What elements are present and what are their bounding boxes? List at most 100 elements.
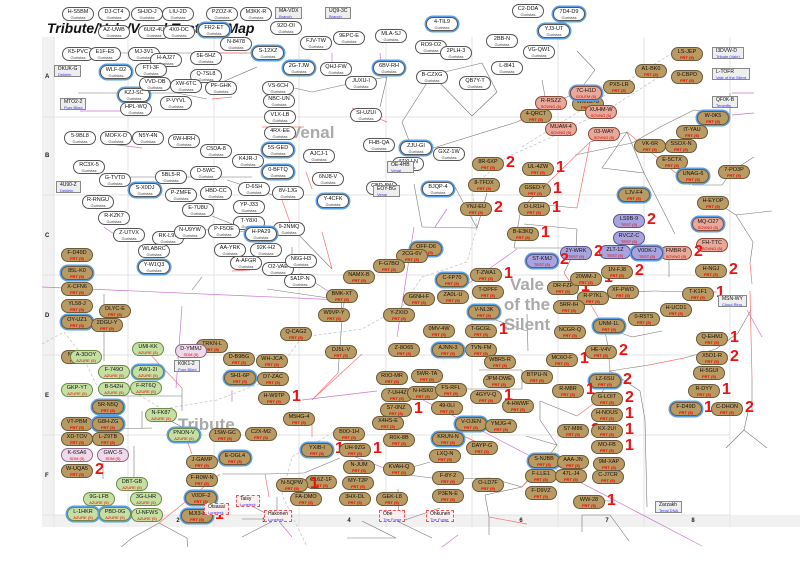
- region-link[interactable]: Zarzakh Tenal DNA: [655, 501, 683, 513]
- system-node[interactable]: V0DF-2 FRT (5): [185, 491, 217, 505]
- system-node[interactable]: FS-RFL FRT (5): [435, 383, 467, 397]
- system-node[interactable]: C-J7CR FRT (5): [592, 470, 624, 484]
- system-node[interactable]: C2X-M2 FRT (5): [245, 427, 277, 441]
- system-node[interactable]: DLYC-E FRT (5): [99, 304, 131, 318]
- system-node[interactable]: L-8I41 Guristas: [491, 61, 523, 75]
- system-node[interactable]: F-R0W-N FRT (5): [186, 473, 218, 487]
- system-node[interactable]: M5HG-4 FRT (5): [283, 412, 315, 426]
- system-node[interactable]: 8V-1JG Guristas: [272, 186, 304, 200]
- system-node[interactable]: G-LOIT FRT (5): [591, 392, 623, 406]
- system-node[interactable]: DJ5L-V FRT (5): [325, 345, 357, 359]
- system-node[interactable]: NBC-UN Guristas: [263, 94, 295, 108]
- system-node[interactable]: MUAM-4 SOVNG (5): [545, 122, 577, 136]
- system-node[interactable]: D-YMMJ SDM (5): [175, 344, 207, 358]
- system-node[interactable]: SH1-6P FRT (5): [224, 371, 256, 385]
- region-link[interactable]: Otsasai Lonetrek: [204, 503, 229, 515]
- system-node[interactable]: 7C-H1D GOLEM (5): [570, 86, 602, 100]
- system-node[interactable]: VT-PBM FRT (5): [61, 417, 93, 431]
- system-node[interactable]: NAMX-B FRT (5): [343, 270, 375, 284]
- system-node[interactable]: B-E3KQ FRT (5): [507, 227, 539, 241]
- system-node[interactable]: 5R-N5Q FRT (5): [92, 400, 124, 414]
- system-node[interactable]: AJCJ-1 Guristas: [303, 149, 335, 163]
- system-node[interactable]: HE-V4V FRT (5): [585, 345, 617, 359]
- system-node[interactable]: 47L-J4 FRT (5): [555, 469, 587, 483]
- system-node[interactable]: ZA0L-U FRT (5): [437, 290, 469, 304]
- system-node[interactable]: VK-6R FRT (5): [634, 139, 666, 153]
- system-node[interactable]: X-CFN6 FRT (5): [61, 282, 93, 296]
- system-node[interactable]: P-F5OE Guristas: [208, 224, 240, 238]
- system-node[interactable]: T-DPFF FRT (5): [472, 285, 504, 299]
- system-node[interactable]: LXQ-N FRT (5): [429, 449, 461, 463]
- system-node[interactable]: 2G-TJW Guristas: [283, 61, 315, 75]
- system-node[interactable]: N-JUM FRT (5): [343, 460, 375, 474]
- system-node[interactable]: R-RNGU Guristas: [82, 195, 114, 209]
- system-node[interactable]: 6UI2-4U Guristas: [138, 25, 170, 39]
- system-node[interactable]: 7D4-D9 Guristas: [553, 7, 585, 21]
- system-node[interactable]: N6G-H3 Guristas: [285, 254, 317, 268]
- system-node[interactable]: 2Y-WRK TEST (5): [560, 246, 592, 260]
- system-node[interactable]: 5S-GED Guristas: [262, 143, 294, 157]
- system-node[interactable]: UH-9ZG FRT (5): [339, 443, 371, 457]
- system-node[interactable]: XD-TOV FRT (5): [61, 432, 93, 446]
- system-node[interactable]: GXZ-1W Guristas: [433, 147, 465, 161]
- system-node[interactable]: N-5QPW FRT (5): [276, 478, 308, 492]
- region-link[interactable]: QF0K-B Tenerifis: [712, 96, 739, 108]
- system-node[interactable]: O-LR1H FRT (5): [518, 202, 550, 216]
- system-node[interactable]: 0-R5TS FRT (5): [628, 312, 660, 326]
- system-node[interactable]: S7-0NZ FRT (5): [380, 403, 412, 417]
- region-link[interactable]: Hakonen Lonetrek: [264, 510, 293, 522]
- system-node[interactable]: SSOX-N FRT (5): [665, 139, 697, 153]
- system-node[interactable]: KX-2UI FRT (5): [591, 424, 623, 438]
- region-link[interactable]: DKUK-G Deklein: [54, 65, 82, 77]
- system-node[interactable]: MOFX-O Guristas: [100, 131, 132, 145]
- system-node[interactable]: Y-ZXIO FRT (5): [383, 308, 415, 322]
- system-node[interactable]: 4-HWWF FRT (5): [502, 399, 534, 413]
- system-node[interactable]: 7-UH4Z FRT (5): [381, 388, 413, 402]
- region-link[interactable]: MA-VDX Branch: [275, 7, 303, 19]
- system-node[interactable]: R0O-MR FRT (5): [376, 371, 408, 385]
- system-node[interactable]: FR2-ET Guristas: [198, 23, 230, 37]
- system-node[interactable]: PZOZ-K Guristas: [206, 7, 238, 21]
- system-node[interactable]: PX5-LR FRT (5): [603, 80, 635, 94]
- system-node[interactable]: 3G-LHR AZURE (5): [130, 492, 162, 506]
- system-node[interactable]: Z-UTVX Guristas: [113, 228, 145, 242]
- system-node[interactable]: FJV-TW Guristas: [300, 36, 332, 50]
- region-link[interactable]: 4U90-Z Deklein: [56, 181, 81, 193]
- system-node[interactable]: 5BL5-R Guristas: [155, 170, 187, 184]
- system-node[interactable]: 03-WAY SOVNG (5): [588, 127, 620, 141]
- system-node[interactable]: 0-BFTQ Guristas: [262, 165, 294, 179]
- system-node[interactable]: MQ-O27 SOVNG (5): [692, 217, 724, 231]
- system-node[interactable]: C-DHON FRT (5): [711, 402, 743, 416]
- system-node[interactable]: BTPU-N FRT (5): [521, 370, 553, 384]
- system-node[interactable]: 5A1P-N Guristas: [284, 274, 316, 288]
- system-node[interactable]: UL-4ZW FRT (5): [522, 162, 554, 176]
- system-node[interactable]: 5-9BL8 Guristas: [64, 131, 96, 145]
- system-node[interactable]: NCGR-Q FRT (5): [554, 325, 586, 339]
- system-node[interactable]: B-542H AZURE (5): [98, 382, 130, 396]
- system-node[interactable]: MY-T2P FRT (5): [342, 476, 374, 490]
- system-node[interactable]: PF-GHK Guristas: [205, 81, 237, 95]
- system-node[interactable]: S-12XZ Guristas: [252, 46, 284, 60]
- system-node[interactable]: B0O-1H FRT (5): [333, 427, 365, 441]
- system-node[interactable]: 5WR-TA FRT (5): [411, 369, 443, 383]
- system-node[interactable]: F-D49D FRT (5): [61, 248, 93, 262]
- system-node[interactable]: C2-DDA Guristas: [512, 4, 544, 18]
- system-node[interactable]: KZJ-SC Guristas: [118, 88, 150, 102]
- system-node[interactable]: Y-W1Q3 Guristas: [138, 260, 170, 274]
- system-node[interactable]: GKP-YT AZURE (5): [61, 383, 93, 397]
- system-node[interactable]: YP-J33 Guristas: [233, 200, 265, 214]
- system-node[interactable]: Q-CAG2 FRT (5): [280, 327, 312, 341]
- system-node[interactable]: K-6SA6 SDM (5): [61, 448, 93, 462]
- system-node[interactable]: AZ-UWB Guristas: [98, 25, 130, 39]
- system-node[interactable]: LS-JEP FRT (5): [671, 47, 703, 61]
- system-node[interactable]: RC3X-5 Guristas: [73, 160, 105, 174]
- system-node[interactable]: H-UCD1 FRT (5): [660, 303, 692, 317]
- system-node[interactable]: D-B9BG FRT (5): [223, 352, 255, 366]
- system-node[interactable]: F-G7BO FRT (5): [373, 259, 405, 273]
- system-node[interactable]: X4HS-E FRT (5): [372, 416, 404, 430]
- region-link[interactable]: L-TOFR Vale of the Silent: [712, 68, 750, 80]
- system-node[interactable]: GEK-L8 FRT (5): [376, 492, 408, 506]
- system-node[interactable]: LS9B-9 TEST (5): [613, 214, 645, 228]
- system-node[interactable]: R-RSZZ SOVNG (5): [535, 96, 567, 110]
- system-node[interactable]: H-PA29 Guristas: [245, 227, 277, 241]
